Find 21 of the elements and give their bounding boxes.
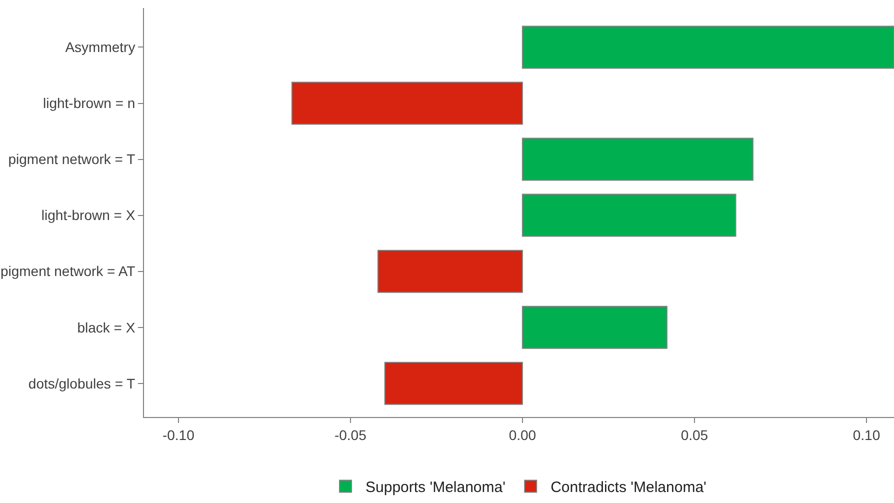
y-tick-label: Asymmetry (65, 39, 136, 56)
legend-label: Contradicts 'Melanoma' (550, 479, 707, 496)
bar (384, 362, 523, 405)
bar (522, 194, 736, 237)
x-tick-label: -0.05 (334, 426, 367, 443)
x-tick-label: -0.10 (162, 426, 195, 443)
y-tick-label: dots/globules = T (28, 375, 136, 392)
bar (522, 306, 668, 349)
x-tick-label: 0.10 (852, 426, 880, 443)
y-tick-label: black = X (77, 319, 136, 336)
y-tick-label: pigment network = AT (0, 263, 136, 280)
legend-label: Supports 'Melanoma' (366, 479, 506, 496)
x-tick-label: 0.05 (680, 426, 708, 443)
bar (291, 82, 523, 125)
y-tick-label: light-brown = X (41, 207, 136, 224)
y-tick-label: light-brown = n (42, 95, 136, 112)
bar (522, 138, 754, 181)
bar (522, 26, 894, 69)
x-tick-label: 0.00 (508, 426, 536, 443)
bar (377, 250, 523, 293)
y-tick-label: pigment network = T (8, 151, 136, 168)
